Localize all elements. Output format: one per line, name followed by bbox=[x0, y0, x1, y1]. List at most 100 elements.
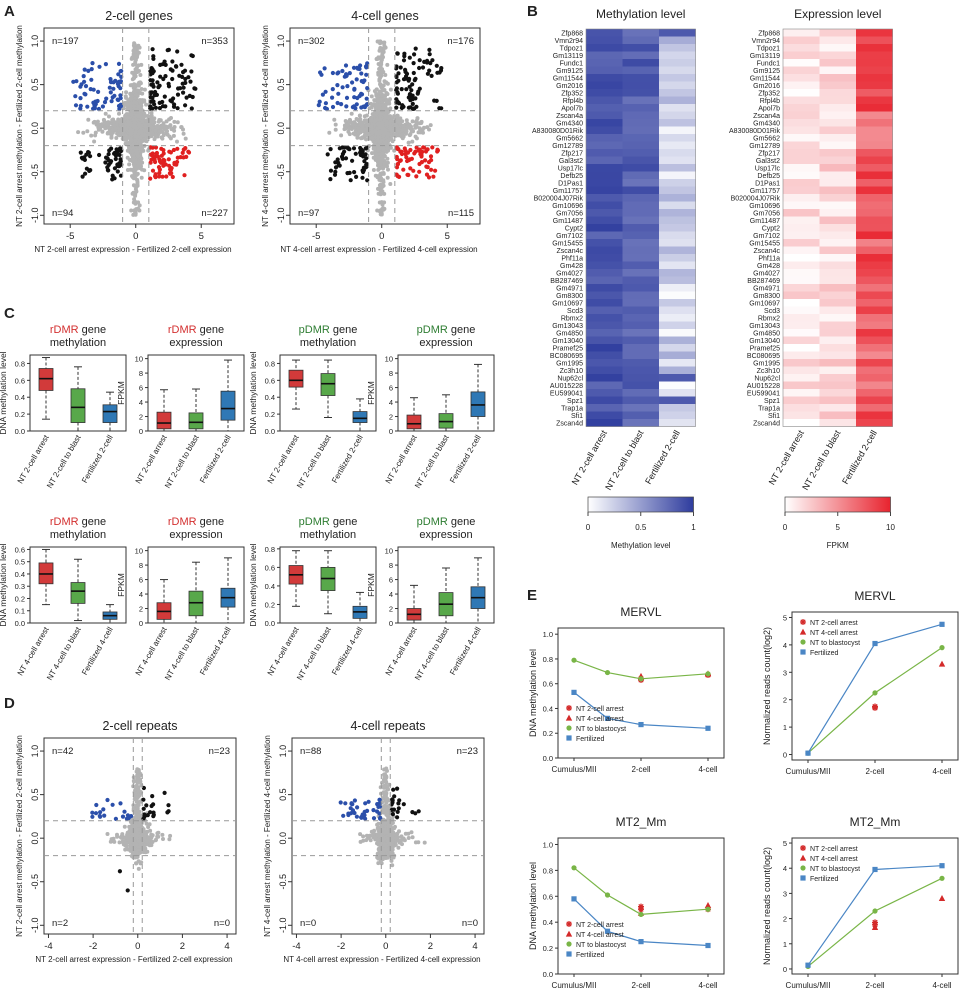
heat-cell bbox=[586, 186, 623, 195]
point-grey bbox=[124, 126, 129, 131]
point-blue bbox=[343, 63, 349, 68]
heat-cell bbox=[659, 314, 696, 322]
chart-title: 4-cell repeats bbox=[350, 719, 425, 733]
point-grey bbox=[161, 133, 166, 138]
point-grey bbox=[378, 46, 383, 51]
point-grey bbox=[144, 839, 149, 844]
point-grey bbox=[376, 825, 381, 830]
panel-letter-E: E bbox=[527, 587, 537, 604]
point-red bbox=[394, 165, 400, 170]
point-blue bbox=[116, 72, 121, 77]
point-blue bbox=[89, 67, 94, 72]
point-black bbox=[103, 160, 108, 165]
heat-cell bbox=[783, 51, 820, 60]
point-blue bbox=[352, 86, 357, 91]
point-grey bbox=[102, 118, 106, 123]
point-blue bbox=[360, 814, 365, 819]
point-grey bbox=[378, 129, 382, 134]
point-grey bbox=[136, 200, 141, 205]
point-grey bbox=[133, 809, 138, 814]
point-black bbox=[403, 67, 408, 72]
heat-cell bbox=[856, 96, 893, 105]
heat-cell bbox=[659, 51, 696, 60]
point-grey bbox=[385, 164, 389, 169]
heat-cell bbox=[659, 126, 696, 135]
point-grey bbox=[378, 125, 382, 130]
point-blue bbox=[108, 90, 113, 95]
point-blue bbox=[100, 104, 105, 109]
point-black bbox=[409, 88, 414, 93]
point-blue bbox=[78, 106, 83, 111]
heat-cell bbox=[586, 411, 623, 420]
heat-cell bbox=[622, 269, 660, 277]
point-black bbox=[430, 58, 435, 63]
point-black bbox=[364, 162, 369, 167]
point-red bbox=[153, 159, 158, 165]
point-grey bbox=[377, 77, 382, 82]
point-grey bbox=[172, 119, 177, 124]
point-black bbox=[118, 157, 123, 162]
point-grey bbox=[358, 117, 363, 122]
point-red bbox=[417, 169, 422, 174]
gene-label: Rfpl4b bbox=[563, 98, 583, 105]
point-blue bbox=[330, 95, 335, 100]
gene-label: Zscan4d bbox=[556, 420, 583, 427]
point-red bbox=[408, 147, 413, 153]
point-black bbox=[189, 69, 194, 74]
point-grey bbox=[135, 795, 140, 800]
heat-cell bbox=[622, 419, 660, 427]
point-black bbox=[427, 68, 432, 73]
point-grey bbox=[364, 833, 369, 838]
point-black bbox=[80, 174, 85, 179]
x-tick-label: -5 bbox=[312, 231, 320, 242]
point-grey bbox=[355, 135, 360, 140]
point-black bbox=[175, 92, 181, 97]
point-grey bbox=[360, 136, 365, 140]
point-grey bbox=[128, 91, 133, 96]
point-grey bbox=[413, 134, 418, 139]
point-black bbox=[86, 150, 91, 155]
point-grey bbox=[374, 87, 379, 92]
point-blue bbox=[90, 61, 95, 66]
panel-letter-D: D bbox=[4, 695, 15, 712]
heat-cell bbox=[819, 104, 857, 112]
x-tick-label: 2 bbox=[180, 941, 185, 952]
heat-cell bbox=[622, 359, 660, 367]
heat-cell bbox=[819, 126, 857, 135]
point-grey bbox=[137, 203, 142, 208]
gene-label: Gm15455 bbox=[552, 240, 583, 247]
y-tick-label: 1.0 bbox=[278, 745, 288, 758]
point-grey bbox=[140, 167, 144, 172]
point-grey bbox=[85, 129, 90, 134]
point-red bbox=[157, 174, 162, 179]
point-grey bbox=[142, 833, 147, 838]
heat-cell bbox=[856, 141, 893, 150]
heat-cell bbox=[783, 164, 820, 172]
point-grey bbox=[351, 131, 356, 136]
point-grey bbox=[137, 848, 142, 852]
quadrant-count-top-right: n=23 bbox=[209, 746, 230, 757]
point-black bbox=[413, 46, 418, 51]
point-grey bbox=[137, 809, 142, 814]
point-grey bbox=[345, 122, 350, 127]
heat-cell bbox=[856, 209, 893, 217]
point-grey bbox=[376, 99, 381, 103]
gene-label: A830080D01Rik bbox=[532, 128, 583, 135]
point-grey bbox=[386, 847, 391, 852]
point-grey bbox=[164, 119, 169, 124]
point-red bbox=[148, 145, 153, 150]
heat-cell bbox=[622, 186, 660, 195]
heat-cell bbox=[622, 164, 660, 172]
heat-cell bbox=[586, 299, 623, 307]
point-grey bbox=[124, 90, 129, 95]
point-grey bbox=[130, 70, 135, 75]
heat-cell bbox=[659, 246, 696, 255]
point-grey bbox=[89, 133, 94, 138]
point-grey bbox=[379, 62, 384, 67]
gene-label: Pramef25 bbox=[553, 345, 583, 352]
x-tick-label: -5 bbox=[66, 231, 74, 242]
point-grey bbox=[139, 160, 144, 165]
point-grey bbox=[373, 128, 378, 133]
point-black bbox=[180, 74, 185, 79]
point-grey bbox=[129, 149, 134, 154]
